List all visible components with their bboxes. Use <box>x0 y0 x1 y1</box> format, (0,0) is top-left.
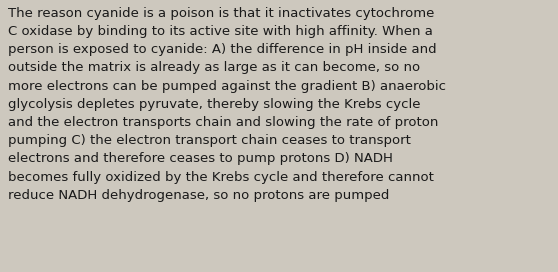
Text: The reason cyanide is a poison is that it inactivates cytochrome
C oxidase by bi: The reason cyanide is a poison is that i… <box>8 7 446 202</box>
